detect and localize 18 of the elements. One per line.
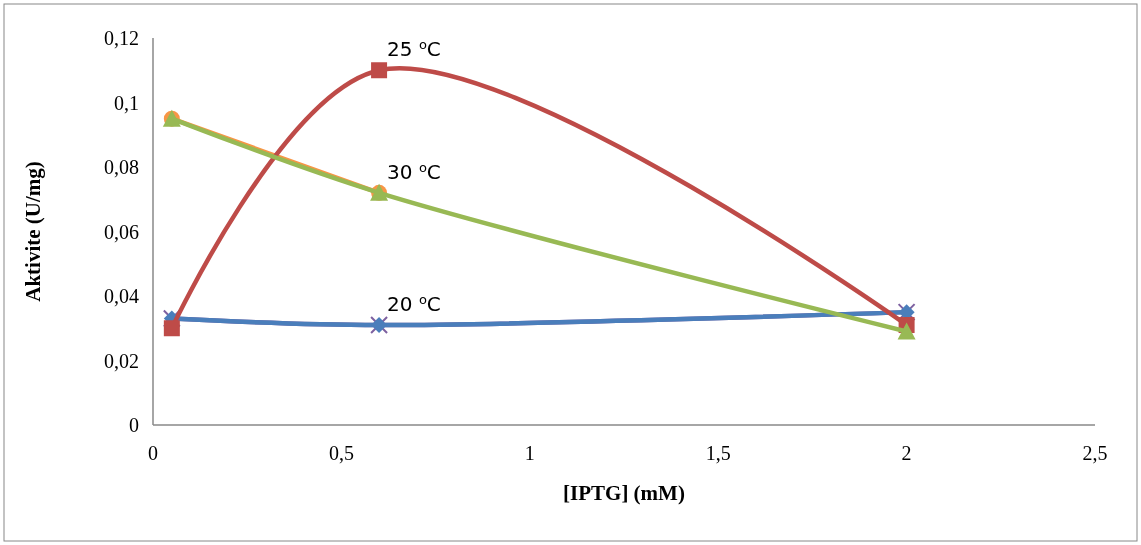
x-tick-label: 1,5 xyxy=(705,442,731,464)
x-tick-label: 1 xyxy=(524,442,535,464)
series-label: 20 $^{o}$C xyxy=(387,291,441,317)
series-label: 30 $^{o}$C xyxy=(387,159,441,184)
x-tick-label: 0 xyxy=(148,442,158,464)
x-tick-label: 0,5 xyxy=(328,442,354,464)
y-tick-label: 0,1 xyxy=(114,91,139,114)
y-axis-title: Aktivite (U/mg) xyxy=(21,161,45,302)
y-tick-label: 0,04 xyxy=(104,285,139,307)
y-tick-label: 0,08 xyxy=(104,156,139,178)
x-tick-label: 2,5 xyxy=(1082,442,1108,464)
y-tick-label: 0,12 xyxy=(104,27,139,49)
x-tick-label: 2 xyxy=(901,442,912,464)
x-axis-title: [IPTG] (mM) xyxy=(563,481,685,505)
y-tick-label: 0,02 xyxy=(104,349,139,372)
y-tick-label: 0 xyxy=(129,414,139,436)
series-label: 25 $^{o}$C xyxy=(387,36,441,62)
y-tick-label: 0,06 xyxy=(104,220,139,243)
